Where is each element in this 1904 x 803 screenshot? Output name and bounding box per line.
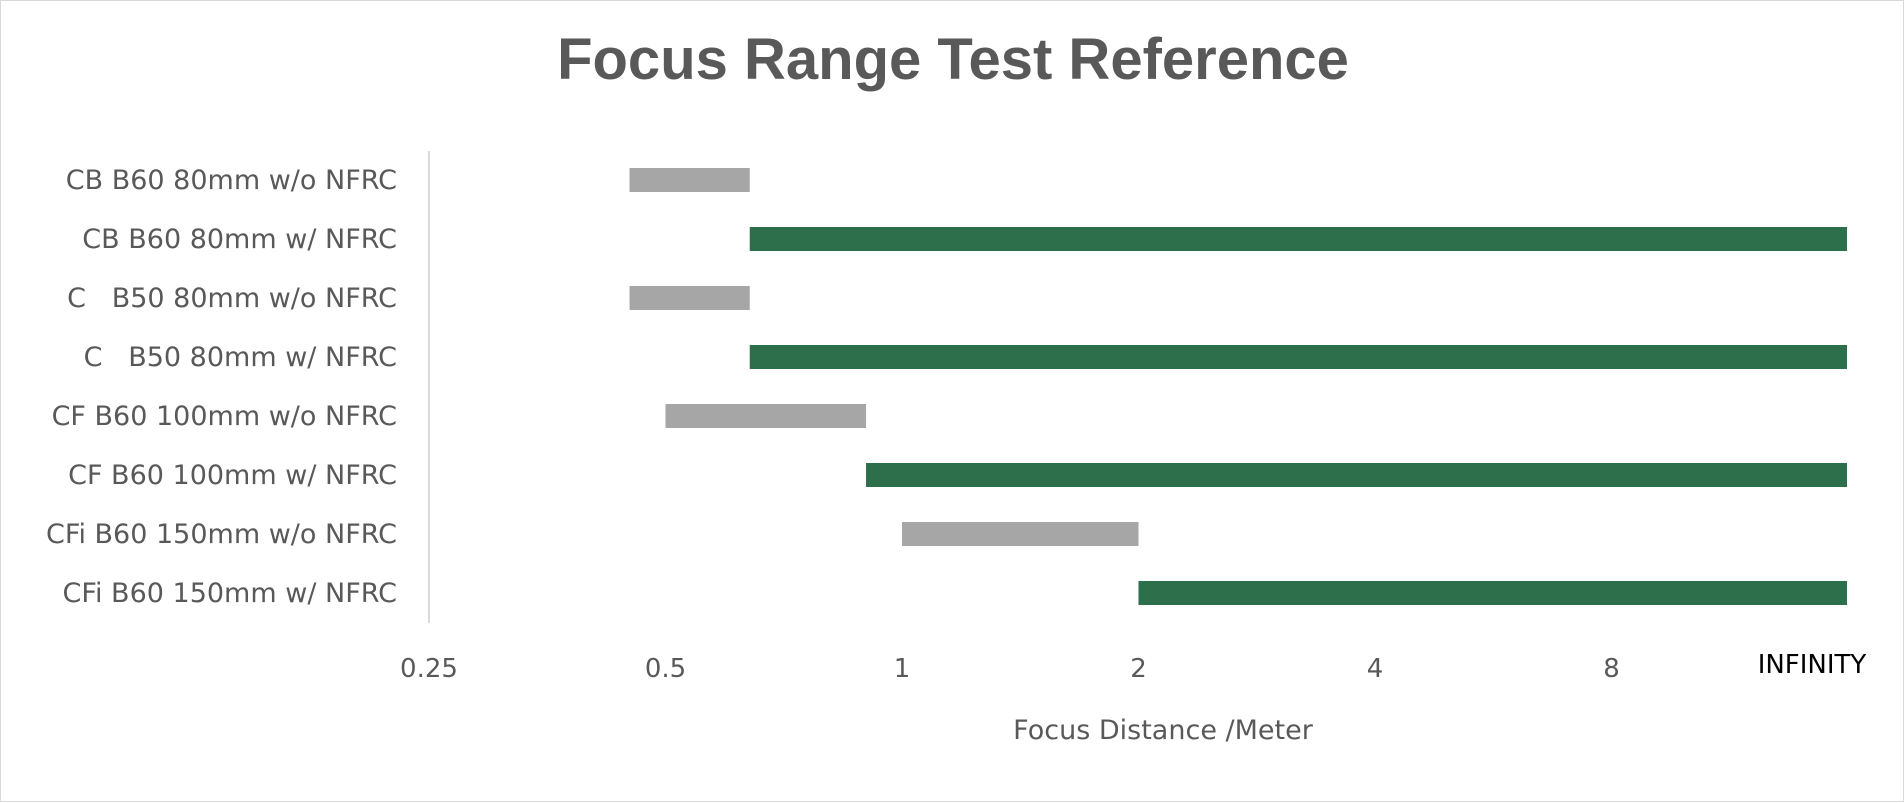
- x-tick-label: 8: [1603, 654, 1620, 684]
- x-tick-label: 2: [1130, 654, 1147, 684]
- bar-without-nfrc: [629, 286, 750, 310]
- x-axis-title: Focus Distance /Meter: [1013, 715, 1314, 746]
- bar-with-nfrc: [749, 227, 1847, 251]
- bar-without-nfrc: [902, 522, 1139, 546]
- x-tick-label: 0.25: [400, 654, 458, 684]
- category-label: CF B60 100mm w/o NFRC: [52, 401, 397, 432]
- category-label: C B50 80mm w/ NFRC: [84, 342, 397, 373]
- bars-group: [629, 168, 1847, 605]
- bar-with-nfrc: [749, 345, 1847, 369]
- bar-without-nfrc: [629, 168, 750, 192]
- chart-title: Focus Range Test Reference: [557, 27, 1349, 92]
- category-label: CFi B60 150mm w/o NFRC: [46, 519, 397, 550]
- x-tick-label: 0.5: [645, 654, 686, 684]
- category-label: CFi B60 150mm w/ NFRC: [63, 578, 397, 609]
- category-label: C B50 80mm w/o NFRC: [67, 283, 397, 314]
- x-tick-label: 4: [1367, 654, 1384, 684]
- category-label: CF B60 100mm w/ NFRC: [68, 460, 397, 491]
- bar-with-nfrc: [1138, 581, 1847, 605]
- bar-with-nfrc: [866, 463, 1847, 487]
- infinity-label: INFINITY: [1758, 650, 1867, 680]
- category-label: CB B60 80mm w/ NFRC: [82, 224, 397, 255]
- category-labels: CB B60 80mm w/o NFRC CB B60 80mm w/ NFRC C…: [46, 165, 397, 609]
- x-tick-label: 1: [894, 654, 911, 684]
- x-tick-labels: 0.25 0.5 1 2 4 8 INFINITY: [400, 650, 1866, 684]
- bar-without-nfrc: [665, 404, 867, 428]
- category-label: CB B60 80mm w/o NFRC: [66, 165, 397, 196]
